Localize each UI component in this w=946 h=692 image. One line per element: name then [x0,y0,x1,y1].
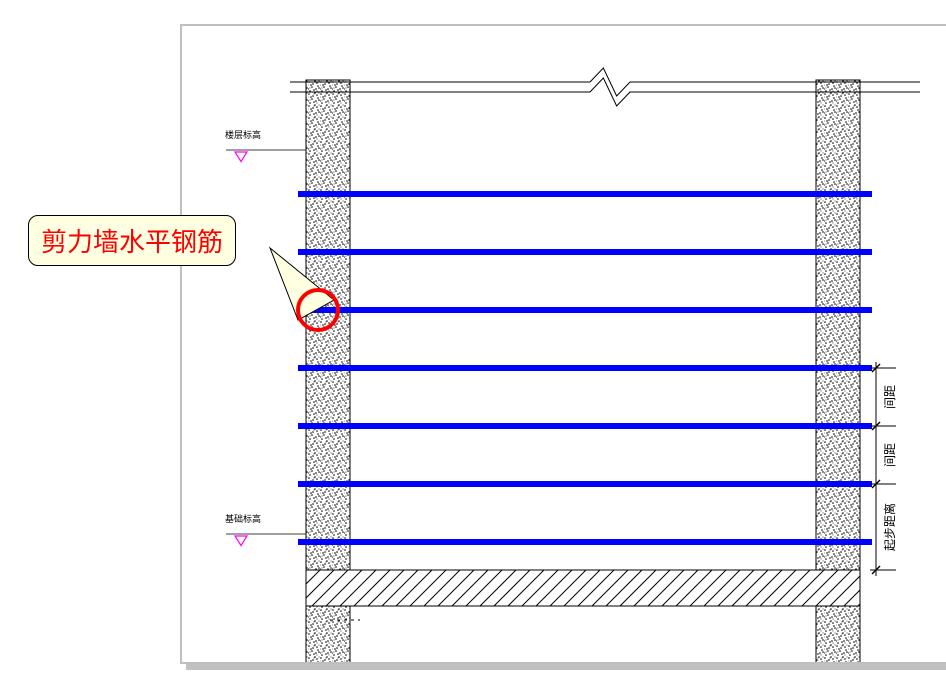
horizontal-rebars [298,194,872,542]
level-mark-bottom_level: 基础标高 [225,513,306,546]
callout-text: 剪力墙水平钢筋 [41,227,223,257]
dimension-label: 间距 [883,443,897,467]
level-label: 楼层标高 [225,129,261,140]
dimension-label: 间距 [883,385,897,409]
dimension-label: 起步距离 [882,503,897,551]
dimension-group: 间距间距起步距离 [870,362,897,576]
hatched-base [270,570,922,606]
level-label: 基础标高 [225,513,261,524]
diagram-svg: 楼层标高基础标高间距间距起步距离 [20,20,946,672]
callout-box: 剪力墙水平钢筋 [28,215,236,266]
level-mark-top_level: 楼层标高 [225,129,306,162]
